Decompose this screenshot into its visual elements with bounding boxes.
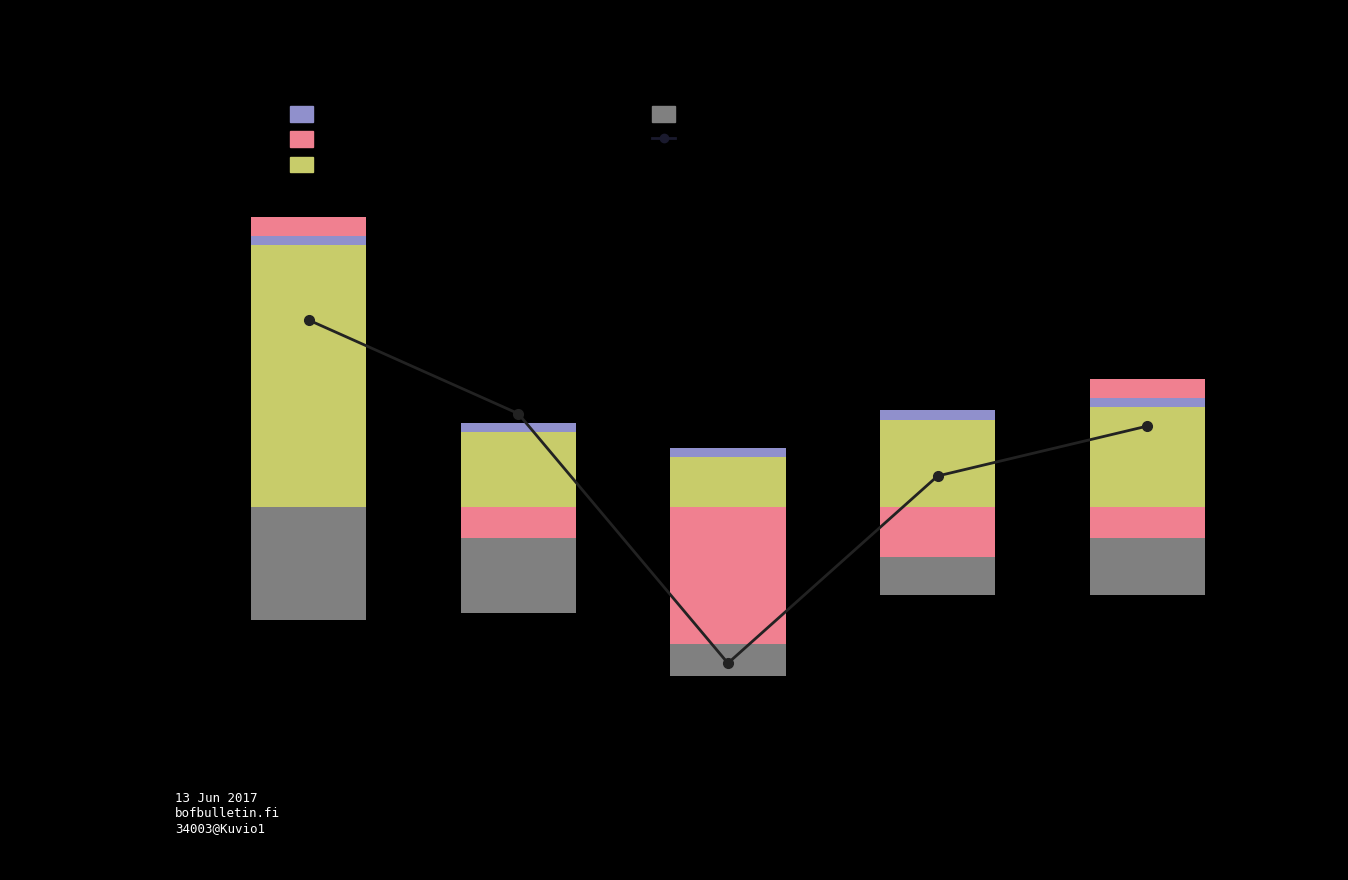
Bar bbox=[251, 217, 367, 236]
Bar bbox=[1089, 379, 1205, 398]
Bar bbox=[461, 507, 576, 539]
Legend: Cyclically adjusted primary balance, Automatic stabilisers, Output gap, Interest: Cyclically adjusted primary balance, Aut… bbox=[283, 99, 851, 180]
Text: 13 Jun 2017
bofbulletin.fi
34003@Kuvio1: 13 Jun 2017 bofbulletin.fi 34003@Kuvio1 bbox=[175, 792, 280, 835]
Bar bbox=[1089, 507, 1205, 539]
Bar bbox=[670, 448, 786, 458]
Bar bbox=[1089, 539, 1205, 595]
Bar bbox=[461, 423, 576, 432]
Bar bbox=[880, 420, 995, 507]
Bar bbox=[670, 458, 786, 507]
Bar bbox=[251, 507, 367, 620]
Bar bbox=[670, 644, 786, 676]
Bar bbox=[251, 236, 367, 246]
Bar bbox=[461, 539, 576, 613]
Bar bbox=[880, 507, 995, 557]
Bar bbox=[1089, 407, 1205, 507]
Bar bbox=[880, 410, 995, 420]
Bar bbox=[670, 507, 786, 644]
Bar bbox=[461, 432, 576, 507]
Bar bbox=[251, 246, 367, 507]
Bar bbox=[880, 557, 995, 595]
Bar bbox=[1089, 398, 1205, 407]
